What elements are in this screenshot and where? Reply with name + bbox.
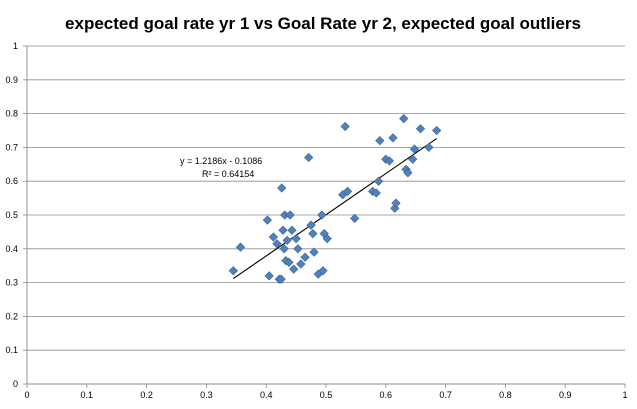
- data-point: [264, 271, 274, 281]
- data-point: [287, 225, 297, 235]
- data-point: [409, 144, 420, 154]
- x-tick-label: 1: [622, 390, 627, 400]
- data-point: [276, 274, 286, 284]
- data-point: [309, 247, 319, 257]
- x-tick-label: 0.2: [140, 390, 153, 400]
- data-point: [272, 239, 282, 249]
- x-tick-label: 0.5: [320, 390, 333, 400]
- data-point: [424, 142, 434, 153]
- x-tick-label: 0.3: [200, 390, 213, 400]
- y-tick-label: 1: [13, 41, 18, 51]
- y-tick-label: 0.7: [5, 142, 18, 152]
- data-point: [350, 213, 360, 224]
- x-tick-label: 0: [24, 390, 29, 400]
- data-point: [340, 121, 350, 132]
- data-point: [432, 125, 442, 136]
- x-tick-label: 0.1: [81, 390, 94, 400]
- data-point: [282, 235, 292, 245]
- data-point: [235, 242, 246, 252]
- trendline: [232, 138, 437, 280]
- data-point: [284, 257, 294, 267]
- data-point: [291, 234, 301, 244]
- x-tick-label: 0.8: [499, 390, 512, 400]
- data-point: [403, 168, 413, 178]
- trendline-r-squared: R² = 0.64154: [202, 169, 254, 179]
- trendline-group: [232, 138, 437, 280]
- chart-title: expected goal rate yr 1 vs Goal Rate yr …: [65, 14, 581, 33]
- data-point: [371, 188, 381, 198]
- axes: [23, 45, 626, 388]
- y-tick-label: 0.4: [5, 244, 18, 254]
- data-point: [228, 266, 238, 276]
- y-tick-label: 0.9: [5, 75, 18, 85]
- y-tick-label: 0.5: [5, 210, 18, 220]
- y-tick-label: 0.8: [5, 109, 18, 119]
- y-tick-label: 0: [13, 379, 18, 389]
- data-point: [304, 152, 314, 163]
- y-axis-ticks: 0 0.1 0.2 0.3 0.4 0.5 0.6 0.7 0.8 0.9 1: [5, 41, 18, 389]
- data-point: [300, 252, 310, 262]
- data-point: [277, 183, 287, 193]
- data-point: [415, 124, 426, 134]
- data-point: [317, 210, 327, 220]
- data-point: [308, 228, 318, 239]
- data-point: [408, 154, 418, 164]
- data-point: [373, 176, 384, 186]
- y-tick-label: 0.2: [5, 311, 18, 321]
- y-tick-label: 0.3: [5, 278, 18, 288]
- data-point: [268, 232, 279, 242]
- data-point: [279, 244, 289, 254]
- y-tick-label: 0.1: [5, 345, 18, 355]
- data-points: [228, 114, 442, 284]
- data-point: [375, 136, 385, 146]
- data-point: [399, 114, 409, 124]
- data-point: [296, 259, 306, 269]
- data-point: [342, 186, 353, 196]
- data-point: [306, 220, 316, 230]
- x-axis-ticks: 0 0.1 0.2 0.3 0.4 0.5 0.6 0.7 0.8 0.9 1: [24, 390, 627, 400]
- x-tick-label: 0.9: [559, 390, 572, 400]
- x-tick-label: 0.4: [260, 390, 273, 400]
- data-point: [322, 234, 332, 244]
- x-tick-label: 0.6: [380, 390, 393, 400]
- data-point: [391, 198, 401, 208]
- data-point: [384, 156, 395, 166]
- y-tick-label: 0.6: [5, 176, 18, 186]
- data-point: [318, 266, 328, 276]
- data-point: [293, 244, 303, 254]
- gridlines: [27, 45, 625, 351]
- data-point: [388, 133, 398, 143]
- data-point: [262, 215, 273, 225]
- data-point: [285, 210, 295, 220]
- x-tick-label: 0.7: [439, 390, 452, 400]
- data-point: [289, 264, 299, 274]
- trendline-equation: y = 1.2186x - 0.1086: [180, 156, 262, 166]
- data-point: [278, 225, 288, 235]
